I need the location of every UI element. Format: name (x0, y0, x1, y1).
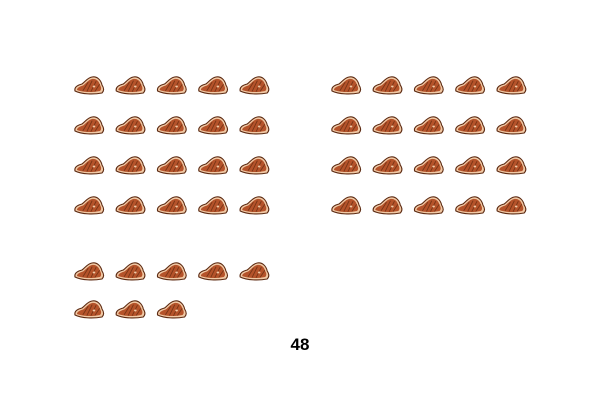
steak-icon (372, 196, 403, 215)
steak-icon (372, 76, 403, 95)
steak-icon (455, 196, 485, 215)
steak-icon (115, 300, 146, 319)
steak-icon (74, 196, 105, 215)
steak-icon (239, 116, 270, 135)
steak-icon (156, 116, 187, 135)
steak-icon (239, 156, 270, 175)
total-count-label: 48 (290, 335, 310, 354)
steak-icon (455, 76, 485, 95)
steak-icon (331, 76, 362, 95)
steak-group-top-right (331, 76, 527, 215)
steak-icon (74, 76, 105, 95)
steak-icon (198, 156, 228, 175)
steak-group-top-left (74, 76, 270, 215)
steak-icon (74, 156, 105, 175)
steak-icon (496, 156, 527, 175)
steak-icon (413, 76, 444, 95)
steak-group-bottom (74, 262, 270, 319)
steak-icon (413, 156, 444, 175)
steak-icon (239, 196, 270, 215)
steak-icon (239, 262, 270, 281)
steak-icon (198, 76, 228, 95)
steak-icon (156, 262, 187, 281)
steak-icon (239, 76, 270, 95)
steak-icon (198, 116, 228, 135)
steak-icon (115, 116, 146, 135)
steak-icon (372, 116, 403, 135)
steak-icon (198, 262, 228, 281)
steak-icon (115, 262, 146, 281)
steak-icon (156, 300, 187, 319)
steak-icon (455, 116, 485, 135)
steak-icon (331, 196, 362, 215)
steak-icon (74, 116, 105, 135)
steak-icon (331, 156, 362, 175)
steak-icon (156, 76, 187, 95)
steak-icon (156, 196, 187, 215)
steak-icon (496, 116, 527, 135)
steak-icon (372, 156, 403, 175)
steak-icon (455, 156, 485, 175)
steak-icon (413, 116, 444, 135)
steak-icon (198, 196, 228, 215)
steak-icon (115, 76, 146, 95)
steak-icon (74, 300, 105, 319)
steak-icon (413, 196, 444, 215)
steak-icon (115, 196, 146, 215)
steak-icon (156, 156, 187, 175)
steak-icon (496, 76, 527, 95)
steak-icon (331, 116, 362, 135)
steak-icon (74, 262, 105, 281)
steak-icon (115, 156, 146, 175)
steak-icon (496, 196, 527, 215)
